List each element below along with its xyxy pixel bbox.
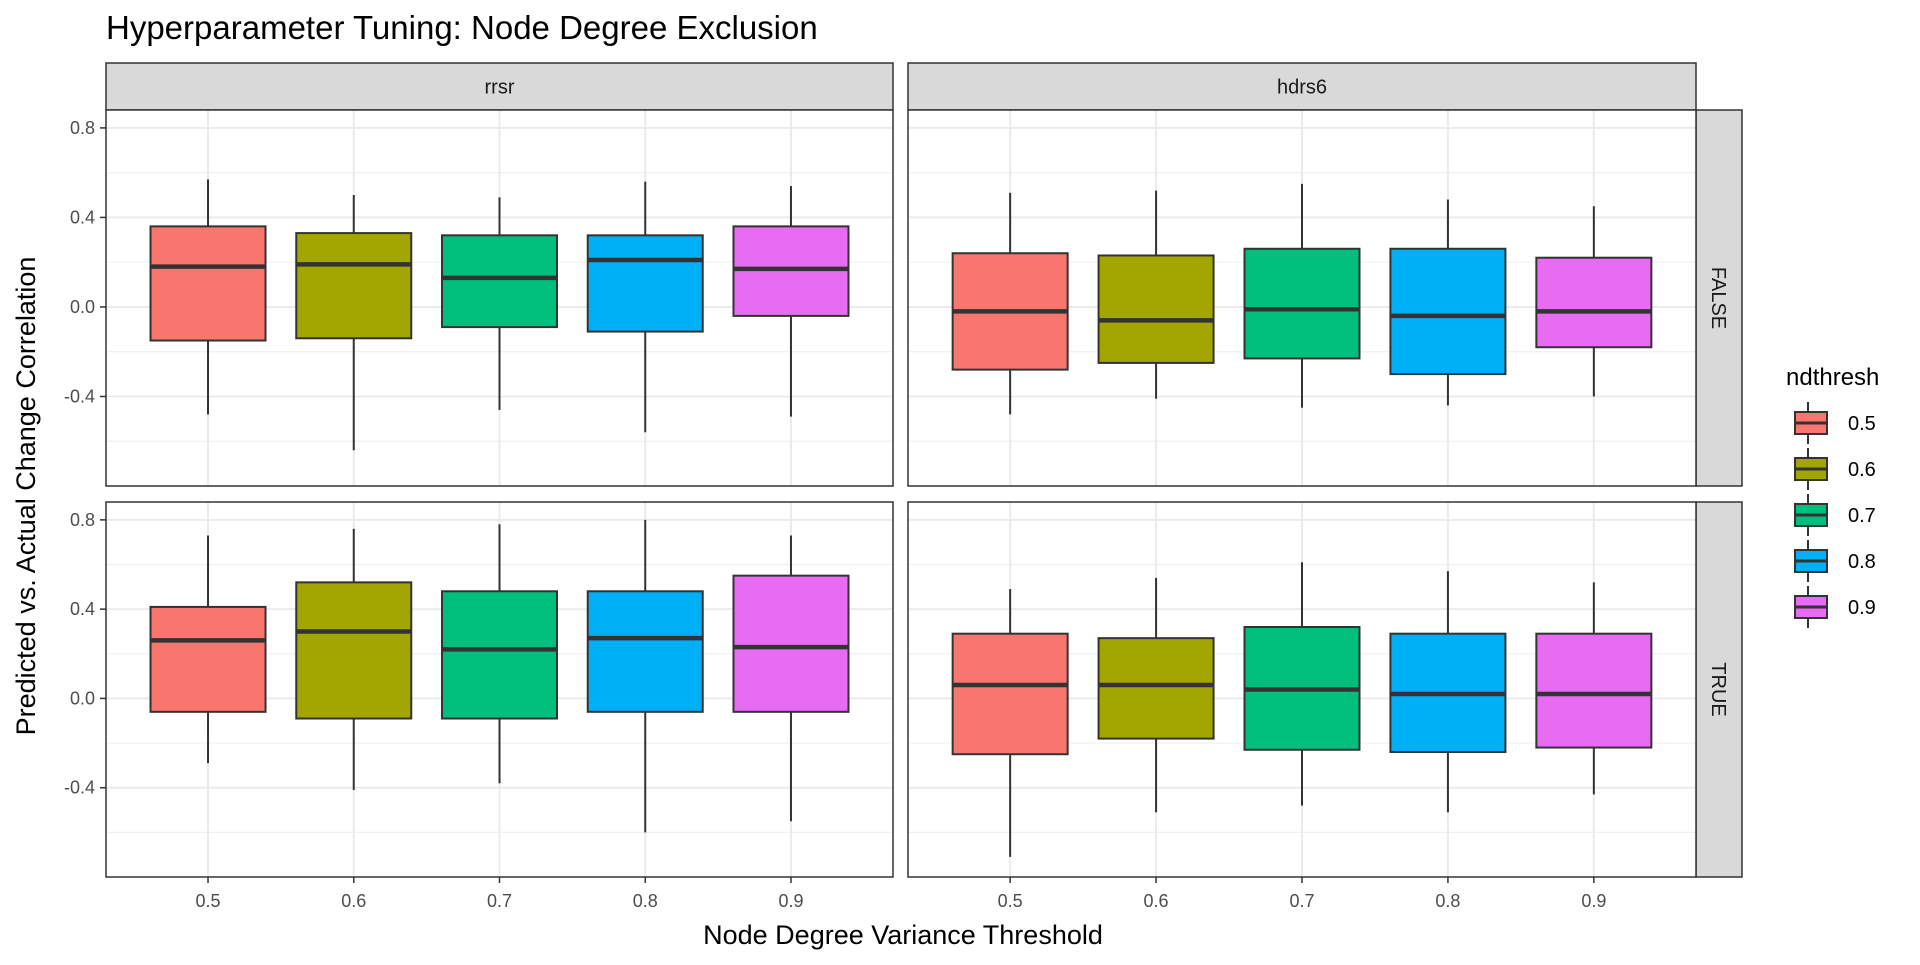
x-tick-label: 0.9 — [1581, 891, 1606, 911]
legend-label: 0.9 — [1848, 597, 1876, 619]
box-body — [586, 234, 704, 333]
box-body — [1389, 247, 1507, 376]
facet-panels: rrsr hdrs6 FALSE TRUE -0.4 0.0 0.4 0.8 -0.4 0.0 0.… — [64, 62, 1743, 911]
box-body — [1535, 632, 1653, 749]
facet-strip-label: TRUE — [1707, 662, 1729, 716]
x-tick-label: 0.5 — [196, 891, 221, 911]
legend-label: 0.7 — [1848, 505, 1876, 527]
box-0.9 — [1535, 582, 1653, 795]
facet-strip-hdrs6 — [907, 62, 1697, 111]
x-tick-label: 0.7 — [487, 891, 512, 911]
box-body — [1097, 637, 1215, 740]
legend-title: ndthresh — [1786, 364, 1879, 391]
x-tick-label: 0.8 — [633, 891, 658, 911]
box-0.6 — [295, 195, 413, 451]
box-0.5 — [149, 179, 267, 415]
box-0.8 — [1389, 199, 1507, 406]
legend-label: 0.6 — [1848, 459, 1876, 481]
facet-strip-rrsr — [105, 62, 894, 111]
legend-label: 0.5 — [1848, 413, 1876, 435]
box-body — [295, 581, 413, 720]
y-tick-label: 0.8 — [70, 510, 95, 530]
box-body — [1097, 254, 1215, 364]
box-body — [149, 605, 267, 713]
panel-rrsr-false: -0.4 0.0 0.4 0.8 — [64, 109, 894, 487]
x-tick-label: 0.8 — [1435, 891, 1460, 911]
box-0.5 — [951, 589, 1069, 857]
x-axis-title: Node Degree Variance Threshold — [703, 920, 1103, 950]
panel-rrsr-true: -0.4 0.0 0.4 0.8 0.5 0.6 0.7 0.8 0.9 — [64, 501, 894, 911]
legend-label: 0.8 — [1848, 551, 1876, 573]
box-0.7 — [441, 197, 558, 410]
y-axis-title: Predicted vs. Actual Change Correlation — [11, 257, 41, 736]
facet-strip-label: FALSE — [1707, 267, 1729, 329]
chart-title: Hyperparameter Tuning: Node Degree Exclu… — [106, 9, 818, 46]
box-body — [149, 225, 267, 342]
box-body — [732, 574, 850, 713]
box-0.8 — [1389, 571, 1507, 813]
box-0.9 — [1535, 206, 1653, 397]
y-tick-label: -0.4 — [64, 778, 95, 798]
box-0.8 — [586, 181, 704, 433]
box-0.9 — [732, 535, 850, 822]
legend-key-0.8 — [1794, 540, 1828, 582]
legend: ndthresh 0.5 0.6 0.7 0.8 0.9 — [1786, 364, 1879, 628]
box-0.6 — [295, 528, 413, 790]
x-tick-label: 0.5 — [998, 891, 1023, 911]
facet-strip-true — [1695, 501, 1743, 878]
panel-border — [907, 109, 1697, 487]
legend-key-0.7 — [1794, 494, 1828, 536]
box-body — [1243, 247, 1361, 360]
x-tick-label: 0.6 — [1144, 891, 1169, 911]
box-0.5 — [951, 192, 1069, 415]
y-tick-label: 0.8 — [70, 118, 95, 138]
box-0.8 — [586, 519, 704, 833]
box-0.5 — [149, 535, 267, 764]
y-tick-label: 0.0 — [70, 297, 95, 317]
box-body — [951, 632, 1069, 756]
legend-key-0.5 — [1794, 402, 1828, 444]
panel-border — [105, 109, 894, 487]
legend-key-0.6 — [1794, 448, 1828, 490]
box-0.7 — [441, 524, 558, 784]
box-body — [441, 590, 558, 720]
panel-hdrs6-true: 0.5 0.6 0.7 0.8 0.9 — [907, 501, 1697, 911]
y-tick-label: 0.0 — [70, 688, 95, 708]
box-body — [1535, 256, 1653, 349]
facet-strip-label: rrsr — [485, 77, 515, 99]
box-0.7 — [1243, 183, 1361, 408]
box-body — [295, 232, 413, 340]
y-tick-label: 0.4 — [70, 599, 95, 619]
box-body — [586, 590, 704, 713]
box-0.6 — [1097, 190, 1215, 399]
x-tick-label: 0.7 — [1289, 891, 1314, 911]
box-0.7 — [1243, 562, 1361, 806]
box-0.9 — [732, 186, 850, 417]
box-body — [441, 234, 558, 329]
y-tick-label: -0.4 — [64, 386, 95, 406]
y-tick-label: 0.4 — [70, 207, 95, 227]
facet-strip-label: hdrs6 — [1277, 77, 1327, 99]
panel-hdrs6-false — [907, 109, 1697, 487]
box-0.6 — [1097, 577, 1215, 813]
x-tick-label: 0.6 — [341, 891, 366, 911]
x-tick-label: 0.9 — [778, 891, 803, 911]
legend-key-0.9 — [1794, 586, 1828, 628]
